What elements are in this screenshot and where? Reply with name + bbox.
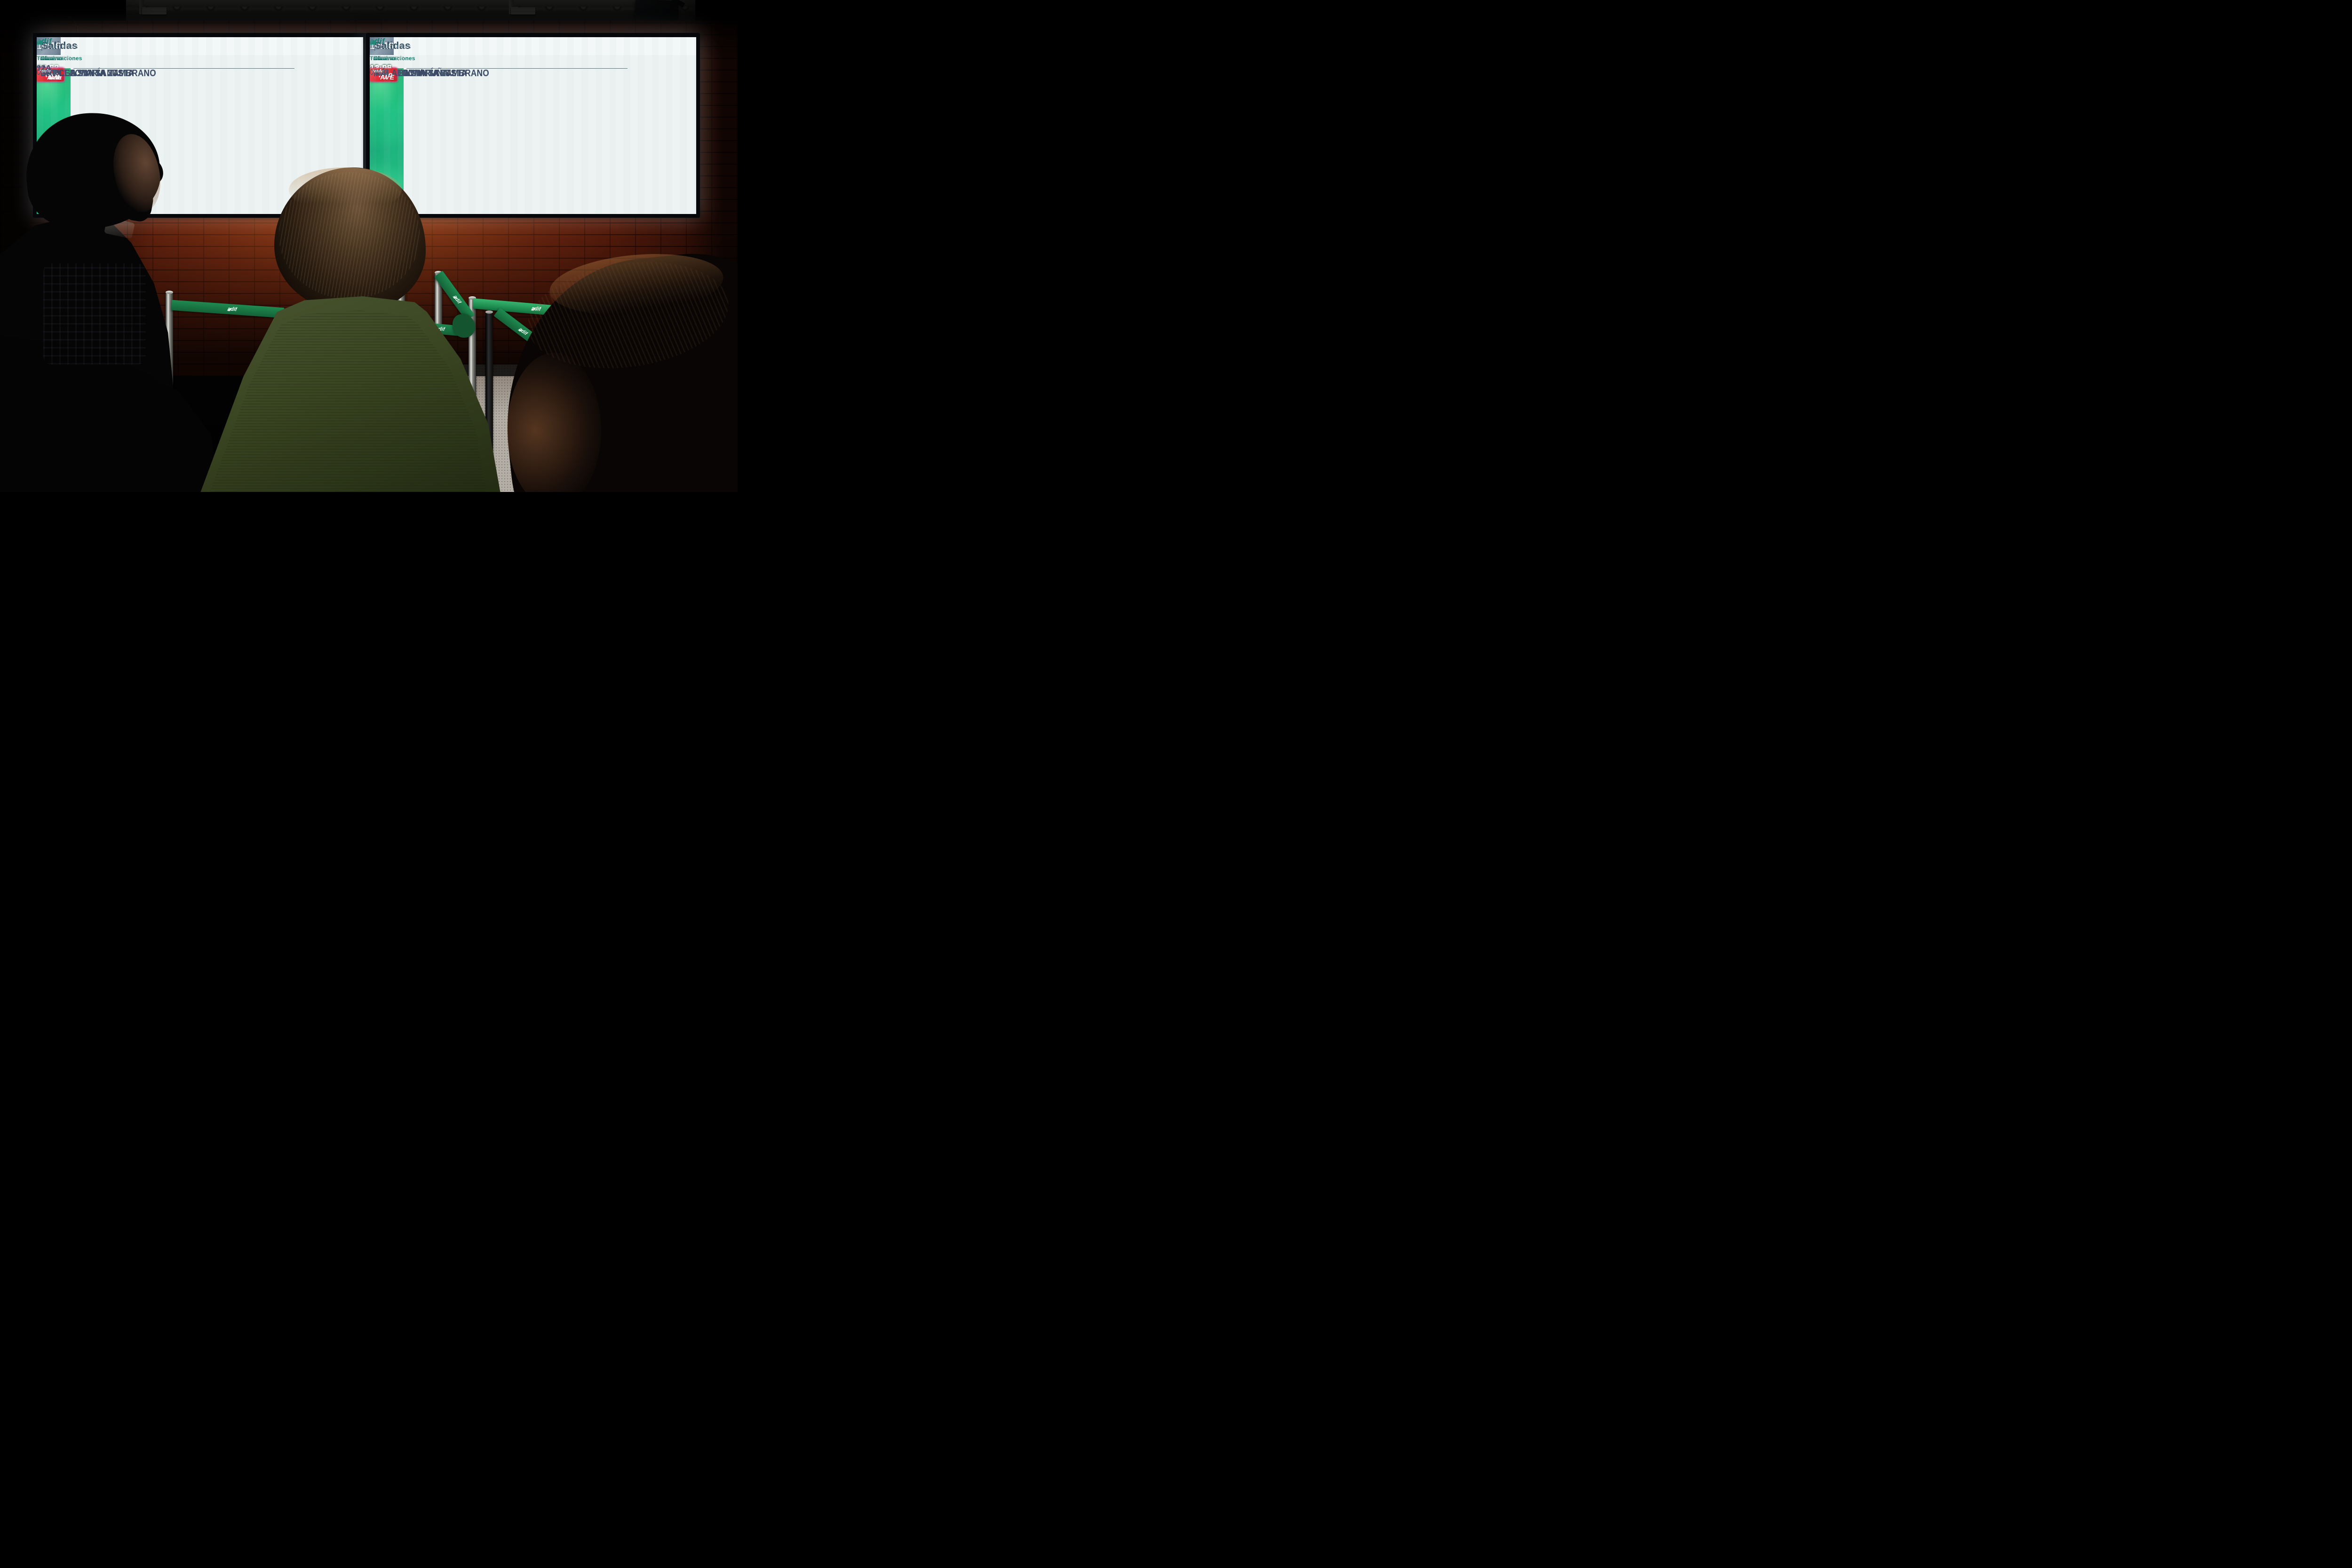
- board-header: 10:16 Salidas | DEPARTURES adif: [37, 37, 363, 55]
- pole-cap: [435, 271, 442, 274]
- clock: 10:16: [370, 37, 394, 55]
- board-subtitle: DEPARTURES: [37, 44, 79, 50]
- board-title: Salidas: [374, 40, 411, 52]
- operator-logo: renfeAVE: [37, 68, 64, 81]
- board-header: 10:16 Salidas | DEPARTURES adif: [370, 37, 696, 55]
- pole-cap: [485, 310, 493, 314]
- man-plaid-shirt: [43, 263, 146, 364]
- station-scene: 10:16 Salidas | DEPARTURES adif HoraTIME…: [0, 0, 738, 492]
- adif-logo-text: adif: [37, 37, 52, 46]
- column-headers: HoraTIME DestinoDESTINATION TrenTRAIN Nú…: [37, 55, 363, 68]
- departures-rows: 06:27CÁDIZrenfeAlvia02074A-DEMORADO 08:0…: [37, 63, 363, 214]
- operator-logo: renfeAVE: [370, 68, 397, 81]
- operator-logo: renfeAvant: [37, 68, 64, 81]
- woman-hair-highlight: [289, 167, 402, 213]
- board-subtitle: DEPARTURES: [370, 44, 412, 50]
- operator-logo: renfeavlo: [37, 68, 64, 81]
- screen-banding: [370, 37, 696, 214]
- departures-board-right: 10:16 Salidas | DEPARTURES adif HoraTIME…: [366, 33, 700, 218]
- title-divider: |: [40, 41, 43, 52]
- board-panel: 10:16 Salidas | DEPARTURES adif HoraTIME…: [370, 37, 696, 214]
- tape-knot: [453, 314, 475, 338]
- right-person-face-highlight: [507, 353, 601, 492]
- title-divider: |: [373, 41, 376, 52]
- departures-rows: 10:35PAMPLONA/IRUÑArenfeAlvia00605PLANTA…: [370, 63, 696, 214]
- operator-logo: iryo: [37, 68, 64, 81]
- platform: 12A: [37, 63, 51, 73]
- woman-hair-streaks: [279, 172, 420, 299]
- board-title: Salidas: [41, 40, 78, 52]
- clock: 10:16: [37, 37, 61, 55]
- column-headers: HoraTIME DestinoDESTINATION TrenTRAIN Nú…: [370, 55, 696, 68]
- adif-logo-text: adif: [370, 37, 385, 46]
- operator-logo: iryo: [370, 68, 397, 81]
- pole-cap: [469, 296, 476, 300]
- pole-cap: [166, 291, 173, 294]
